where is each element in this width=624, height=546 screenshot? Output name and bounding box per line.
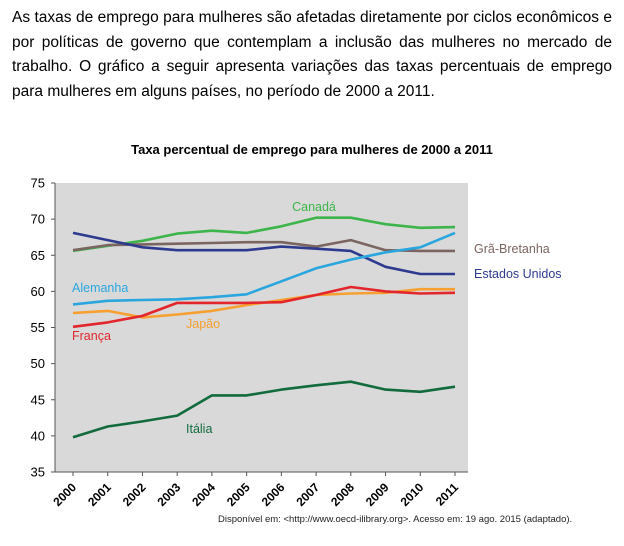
series-line-canada	[72, 216, 456, 253]
series-label-italia: Itália	[186, 422, 212, 436]
series-line-estados-unidos	[72, 231, 455, 276]
y-tick-label: 40	[31, 428, 45, 443]
y-tick-label: 35	[31, 465, 45, 480]
x-tick-label: 2000	[50, 480, 79, 509]
series-label-japao: Japão	[186, 317, 220, 331]
series-label-franca: França	[72, 329, 111, 343]
y-tick-label: 65	[31, 248, 45, 263]
intro-paragraph: As taxas de emprego para mulheres são af…	[12, 9, 612, 100]
series-line-franca	[72, 285, 456, 329]
x-tick-label: 2003	[155, 480, 184, 509]
y-tick-label: 75	[31, 176, 45, 191]
x-tick-label: 2006	[259, 480, 288, 509]
series-label-canada: Canadá	[292, 200, 336, 214]
series-label-gra-bretanha: Grã-Bretanha	[474, 242, 550, 256]
y-tick-label: 55	[31, 320, 45, 335]
y-tick-label: 45	[31, 392, 45, 407]
y-tick-label: 70	[31, 212, 45, 227]
chart-title: Taxa percentual de emprego para mulheres…	[131, 142, 493, 157]
y-tick-label: 60	[31, 284, 45, 299]
x-tick-label: 2008	[328, 480, 357, 509]
x-tick-label: 2005	[224, 480, 253, 509]
series-label-estados-unidos: Estados Unidos	[474, 267, 562, 281]
series-line-italia	[72, 380, 456, 439]
y-tick-label: 50	[31, 356, 45, 371]
x-tick-label: 2009	[363, 480, 392, 509]
x-tick-label: 2010	[398, 480, 427, 509]
series-line-alemanha	[72, 231, 456, 306]
x-tick-label: 2001	[85, 480, 114, 509]
x-tick-label: 2002	[120, 480, 149, 509]
x-tick-label: 2004	[189, 480, 218, 509]
source-citation: Disponível em: <http://www.oecd-ilibrary…	[218, 514, 573, 525]
series-label-alemanha: Alemanha	[72, 281, 128, 295]
x-tick-label: 2007	[293, 480, 322, 509]
x-tick-label: 2011	[433, 480, 462, 509]
